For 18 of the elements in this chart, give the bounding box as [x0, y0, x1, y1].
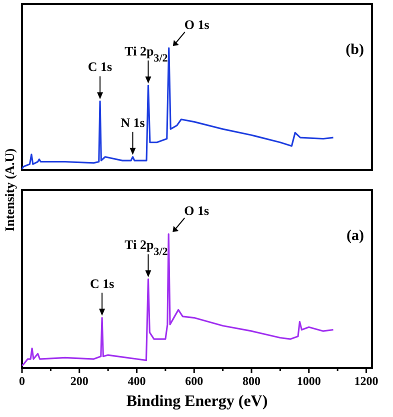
- x-tick-label: 200: [70, 374, 88, 388]
- x-tick-label: 600: [185, 374, 204, 388]
- x-tick-label: 1200: [354, 374, 378, 388]
- x-tick-label: 1000: [296, 374, 321, 388]
- annotation: N 1s: [120, 114, 145, 130]
- annotation: (b): [346, 42, 364, 58]
- x-axis-title: Binding Energy (eV): [126, 393, 268, 410]
- x-tick-label: 400: [128, 374, 146, 388]
- y-axis-title: Intensity (A.U): [2, 148, 17, 232]
- annotation: Ti 2p$_{3/2}$: [124, 237, 168, 258]
- x-tick-label: 0: [19, 374, 25, 388]
- annotation: Ti 2p$_{3/2}$: [124, 44, 168, 65]
- annotation: (a): [346, 228, 364, 244]
- annotation: O 1s: [184, 203, 210, 218]
- annotation: O 1s: [184, 17, 210, 32]
- annotation: C 1s: [88, 59, 112, 74]
- x-tick-label: 800: [242, 374, 261, 388]
- annotation: C 1s: [90, 276, 114, 291]
